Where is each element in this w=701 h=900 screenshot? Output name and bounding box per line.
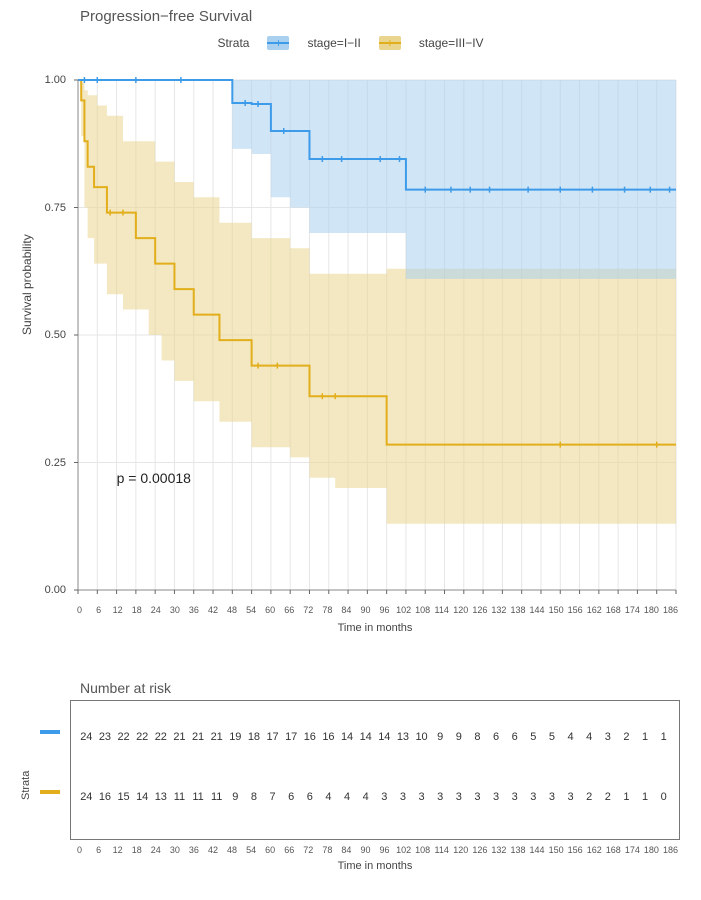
km-svg (70, 70, 680, 600)
risk-x-axis-title: Time in months (70, 860, 680, 872)
legend-swatch-stage-3-4 (379, 36, 401, 50)
legend-label-stage-3-4: stage=III−IV (419, 36, 484, 50)
km-x-axis-title: Time in months (70, 622, 680, 634)
risk-row-stage-1-2: 2423222222212121191817171616141414131099… (71, 731, 679, 751)
legend-label-stage-1-2: stage=I−II (307, 36, 360, 50)
chart-title: Progression−free Survival (80, 8, 252, 25)
km-plot-panel: p = 0.00018 (70, 70, 680, 600)
y-axis-title: Survival probability (20, 234, 34, 335)
p-value-text: p = 0.00018 (117, 470, 191, 486)
risk-strata-axis-label: Strata (20, 771, 32, 800)
risk-x-tick-labels: 0612182430364248546066727884909610210811… (70, 845, 680, 855)
km-y-tick-labels: 0.000.250.500.751.00 (40, 70, 66, 600)
legend-swatch-stage-1-2 (267, 36, 289, 50)
risk-row-stage-3-4: 2416151413111111987664443333333333322110 (71, 791, 679, 811)
risk-swatch-stage-3-4 (40, 790, 60, 794)
risk-swatch-stage-1-2 (40, 730, 60, 734)
risk-table-swatches (40, 700, 66, 840)
km-x-tick-labels: 0612182430364248546066727884909610210811… (70, 605, 680, 615)
risk-table-panel: 2423222222212121191817171616141414131099… (70, 700, 680, 840)
km-survival-figure: Progression−free Survival Strata stage=I… (0, 0, 701, 900)
risk-table-title: Number at risk (80, 680, 171, 696)
legend: Strata stage=I−II stage=III−IV (0, 36, 701, 50)
legend-title: Strata (217, 36, 249, 50)
